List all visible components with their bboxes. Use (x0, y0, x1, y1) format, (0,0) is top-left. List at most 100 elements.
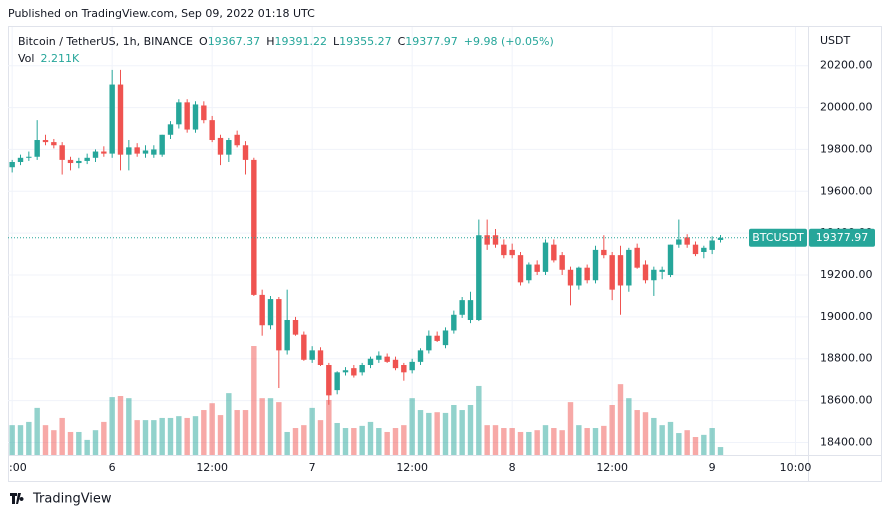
published-note: Published on TradingView.com, Sep 09, 20… (8, 7, 315, 20)
brand: TradingView (10, 492, 112, 507)
y-tick-label: 19200.00 (820, 268, 873, 281)
candle-body (76, 160, 82, 164)
y-tick-label: 18800.00 (820, 352, 873, 365)
candle-body (417, 350, 424, 362)
candle-body (384, 356, 390, 362)
volume-bar (159, 417, 165, 455)
candle-body (284, 320, 290, 351)
candle-body (434, 335, 440, 341)
candle-body (84, 157, 90, 161)
volume-bar (84, 439, 90, 455)
legend-value: 19355.27 (339, 35, 392, 48)
candle-body (167, 124, 174, 135)
volume-bar (351, 428, 357, 455)
legend-value: 19391.22 (274, 35, 327, 48)
volume-bar (292, 428, 299, 455)
candle-body (642, 264, 649, 281)
volume-bar (101, 421, 107, 455)
candle-body (9, 161, 15, 168)
candle-body (292, 320, 299, 335)
price-axis-unit: USDT (820, 34, 851, 47)
y-tick-label: 20200.00 (820, 59, 873, 72)
volume-bar (584, 428, 590, 455)
candle-body (242, 145, 249, 160)
legend-prefix: H (266, 35, 274, 48)
price-tag-label: 19377.97 (816, 231, 869, 244)
candle-body (117, 84, 124, 155)
volume-bar (34, 407, 40, 455)
candle-body (559, 255, 565, 270)
volume-bar (392, 428, 399, 455)
volume-bar (126, 398, 132, 455)
candle-body (401, 365, 407, 373)
volume-bar (67, 431, 74, 455)
volume-bar (334, 422, 340, 455)
brand-name: TradingView (32, 492, 112, 507)
legend-title: Bitcoin / TetherUS, 1h, BINANCE (18, 35, 193, 48)
x-tick-label: 8 (509, 461, 516, 474)
candle-body (17, 157, 24, 162)
candle-body (484, 235, 490, 245)
candle-body (317, 350, 324, 366)
volume-bar (342, 428, 349, 455)
volume-bar (367, 421, 374, 455)
candle-body (42, 140, 49, 143)
volume-bar (417, 410, 424, 455)
x-tick-label: 7 (309, 461, 316, 474)
candle-body (342, 370, 349, 373)
x-tick-label: 9 (709, 461, 716, 474)
candle-body (526, 264, 532, 281)
volume-bar (301, 425, 307, 455)
volume-bar (526, 431, 532, 455)
volume-bar (459, 410, 465, 455)
candle-body (476, 235, 482, 321)
candle-body (59, 145, 65, 160)
y-tick-label: 18400.00 (820, 435, 873, 448)
candle-body (276, 299, 282, 351)
volume-bar (717, 447, 724, 455)
volume-bar (451, 405, 457, 455)
candle-body (101, 151, 107, 154)
candle-body (567, 269, 574, 286)
volume-bar (142, 420, 149, 455)
volume-bar (434, 412, 440, 455)
volume-bar (517, 431, 524, 455)
candle-body (576, 267, 582, 286)
volume-bar (92, 430, 99, 455)
volume-bar (317, 420, 324, 455)
volume-bar (534, 430, 540, 455)
candle-body (451, 314, 457, 331)
volume-bar (709, 428, 715, 455)
candle-body (326, 365, 332, 396)
volume-bar (484, 425, 490, 455)
volume-bar (401, 425, 407, 455)
volume-bar (601, 425, 607, 455)
candle-body (267, 299, 274, 326)
candle-body (692, 244, 699, 255)
chart-frame (8, 26, 882, 482)
volume-bar (284, 431, 290, 455)
x-tick-label: 12:00 (596, 461, 628, 474)
candle-body (217, 137, 224, 155)
volume-bar (184, 417, 190, 455)
volume-bar (359, 425, 365, 455)
candle-body (309, 350, 315, 360)
candle-body (517, 255, 524, 283)
candle-body (426, 335, 432, 351)
candle-body (442, 330, 449, 346)
candle-body (676, 239, 682, 245)
volume-bar (651, 417, 657, 455)
volume-value: 2.211K (40, 52, 79, 65)
candle-body (501, 244, 507, 256)
volume-bar (467, 405, 474, 455)
candle-body (26, 156, 32, 158)
volume-bar (692, 437, 699, 455)
candle-body (392, 359, 399, 369)
candle-body (459, 300, 465, 315)
candle-body (151, 149, 157, 155)
volume-bar (201, 410, 207, 455)
candle-body (192, 104, 199, 130)
candle-body (201, 105, 207, 121)
y-tick-label: 19600.00 (820, 184, 873, 197)
